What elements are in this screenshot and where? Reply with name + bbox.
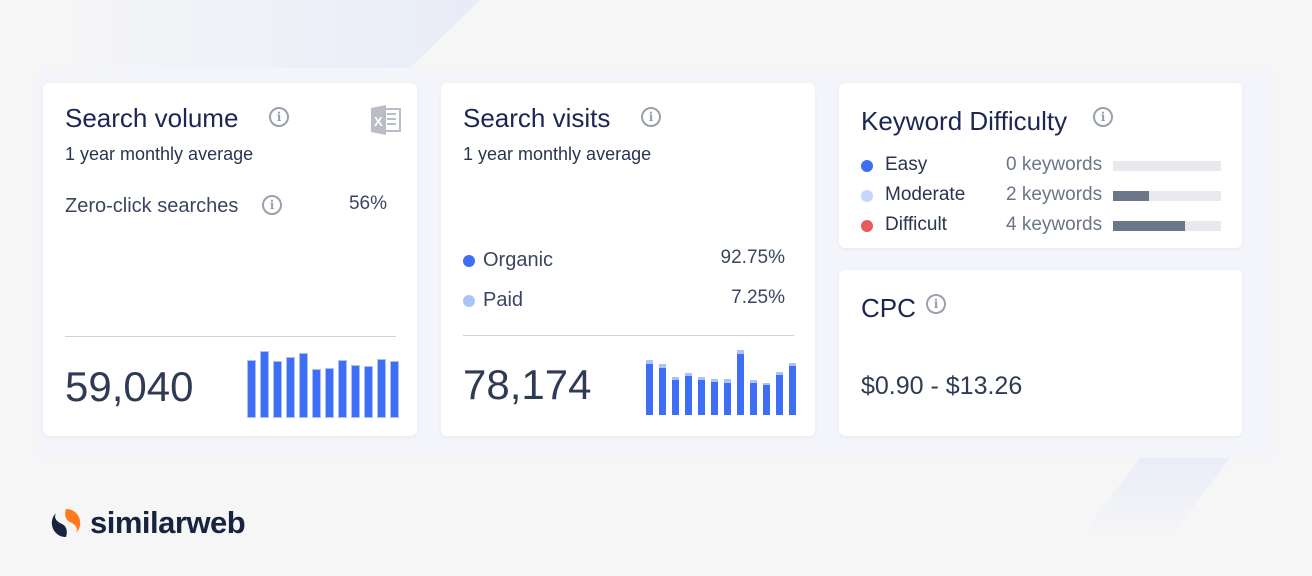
search-volume-chart bbox=[248, 347, 398, 417]
difficulty-bar-fill bbox=[1113, 191, 1149, 201]
chart-bar[interactable] bbox=[672, 377, 679, 415]
paid-segment bbox=[698, 377, 705, 380]
chart-bar[interactable] bbox=[365, 367, 372, 417]
search-visits-card: Search visits i 1 year monthly average O… bbox=[441, 83, 815, 436]
similarweb-logo-icon bbox=[51, 508, 81, 538]
zero-click-value: 56% bbox=[348, 193, 387, 214]
info-icon[interactable]: i bbox=[269, 107, 289, 127]
paid-segment bbox=[776, 372, 783, 375]
paid-segment bbox=[659, 364, 666, 368]
organic-segment bbox=[737, 354, 744, 415]
difficulty-bar bbox=[1113, 221, 1221, 231]
info-icon[interactable]: i bbox=[926, 294, 946, 314]
info-icon[interactable]: i bbox=[1093, 107, 1113, 127]
keyword-difficulty-card: Keyword Difficulty i Easy 0 keywords Mod… bbox=[839, 83, 1242, 248]
chart-bar[interactable] bbox=[274, 362, 281, 417]
chart-bar[interactable] bbox=[339, 361, 346, 417]
chart-bar[interactable] bbox=[737, 350, 744, 415]
card-title: Search visits bbox=[463, 103, 611, 133]
organic-legend-dot bbox=[463, 255, 475, 267]
card-title: Keyword Difficulty bbox=[861, 106, 1068, 136]
search-volume-total: 59,040 bbox=[65, 363, 194, 410]
organic-segment bbox=[698, 380, 705, 415]
chart-bar[interactable] bbox=[326, 369, 333, 417]
chart-bar[interactable] bbox=[763, 383, 770, 415]
chart-bar[interactable] bbox=[789, 363, 796, 415]
card-subtitle: 1 year monthly average bbox=[463, 144, 652, 164]
paid-segment bbox=[737, 350, 744, 354]
chart-bar[interactable] bbox=[646, 360, 653, 415]
organic-segment bbox=[750, 383, 757, 415]
difficulty-dot bbox=[861, 160, 873, 172]
difficulty-dot bbox=[861, 220, 873, 232]
difficulty-count: 4 keywords bbox=[1006, 214, 1103, 235]
chart-bar[interactable] bbox=[724, 379, 731, 415]
organic-segment bbox=[789, 366, 796, 415]
chart-bar[interactable] bbox=[711, 379, 718, 415]
paid-segment bbox=[763, 383, 770, 385]
chart-bar[interactable] bbox=[391, 362, 398, 417]
chart-bar[interactable] bbox=[659, 364, 666, 415]
card-title: Search volume bbox=[65, 103, 239, 133]
difficulty-label: Difficult bbox=[885, 214, 947, 235]
organic-value: 92.75% bbox=[720, 247, 785, 268]
cpc-range: $0.90 - $13.26 bbox=[861, 372, 1023, 400]
chart-bar[interactable] bbox=[378, 360, 385, 417]
chart-bar[interactable] bbox=[750, 380, 757, 415]
paid-segment bbox=[685, 373, 692, 376]
excel-icon[interactable]: X bbox=[370, 105, 402, 135]
difficulty-bar bbox=[1113, 161, 1221, 171]
chart-bar[interactable] bbox=[776, 372, 783, 415]
svg-text:X: X bbox=[374, 114, 383, 129]
paid-segment bbox=[724, 379, 731, 383]
organic-segment bbox=[776, 375, 783, 415]
difficulty-bar bbox=[1113, 191, 1221, 201]
paid-segment bbox=[672, 377, 679, 380]
background-decoration bbox=[0, 0, 480, 70]
search-visits-total: 78,174 bbox=[463, 361, 592, 408]
organic-segment bbox=[646, 364, 653, 415]
difficulty-dot bbox=[861, 190, 873, 202]
organic-label: Organic bbox=[483, 249, 554, 271]
chart-bar[interactable] bbox=[352, 366, 359, 417]
organic-segment bbox=[659, 368, 666, 415]
paid-segment bbox=[646, 360, 653, 364]
similarweb-logo: similarweb bbox=[50, 505, 246, 541]
background-decoration bbox=[1080, 458, 1230, 538]
zero-click-label: Zero-click searches bbox=[65, 195, 239, 217]
card-title: CPC bbox=[861, 293, 916, 323]
search-visits-chart bbox=[646, 345, 796, 415]
chart-bar[interactable] bbox=[287, 358, 294, 417]
chart-bar[interactable] bbox=[248, 361, 255, 417]
paid-label: Paid bbox=[483, 289, 524, 311]
difficulty-count: 2 keywords bbox=[1006, 184, 1103, 205]
card-subtitle: 1 year monthly average bbox=[65, 144, 254, 164]
organic-segment bbox=[672, 380, 679, 415]
search-volume-card: Search volume i X 1 year monthly average… bbox=[43, 83, 417, 436]
paid-segment bbox=[711, 379, 718, 382]
info-icon[interactable]: i bbox=[262, 195, 282, 215]
difficulty-count: 0 keywords bbox=[1006, 154, 1103, 175]
chart-bar[interactable] bbox=[685, 373, 692, 415]
organic-segment bbox=[711, 382, 718, 415]
divider bbox=[65, 336, 396, 337]
chart-bar[interactable] bbox=[300, 354, 307, 417]
paid-legend-dot bbox=[463, 295, 475, 307]
cpc-card: CPC i $0.90 - $13.26 bbox=[839, 270, 1242, 436]
paid-segment bbox=[789, 363, 796, 366]
chart-bar[interactable] bbox=[698, 377, 705, 415]
info-icon[interactable]: i bbox=[641, 107, 661, 127]
paid-segment bbox=[750, 380, 757, 383]
organic-segment bbox=[685, 376, 692, 415]
difficulty-label: Moderate bbox=[885, 184, 966, 205]
chart-bar[interactable] bbox=[261, 352, 268, 417]
brand-name: similarweb bbox=[90, 505, 246, 540]
organic-segment bbox=[763, 385, 770, 415]
organic-segment bbox=[724, 383, 731, 415]
divider bbox=[463, 335, 794, 336]
chart-bar[interactable] bbox=[313, 370, 320, 417]
difficulty-label: Easy bbox=[885, 154, 928, 175]
paid-value: 7.25% bbox=[731, 287, 785, 308]
difficulty-bar-fill bbox=[1113, 221, 1186, 231]
